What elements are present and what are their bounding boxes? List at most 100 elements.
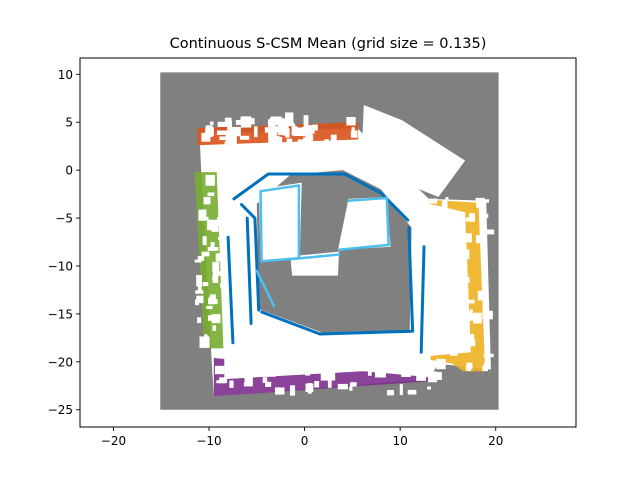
free-cell-patch bbox=[469, 309, 473, 317]
free-cell-patch bbox=[266, 367, 276, 376]
free-cell-patch bbox=[221, 230, 231, 240]
inner-room-1 bbox=[258, 182, 302, 262]
free-cell-patch bbox=[421, 361, 426, 368]
y-tick-label: −15 bbox=[48, 307, 73, 321]
free-cell-patch bbox=[438, 226, 447, 235]
free-cell-patch bbox=[466, 362, 472, 371]
free-cell-patch bbox=[445, 197, 449, 201]
inner-room-2 bbox=[338, 197, 391, 250]
free-cell-patch bbox=[268, 125, 276, 137]
free-cell-patch bbox=[196, 295, 204, 304]
free-cell-patch bbox=[374, 350, 378, 361]
free-cell-patch bbox=[445, 345, 450, 351]
free-cell-patch bbox=[232, 126, 241, 137]
inner-light-wall-3 bbox=[289, 253, 341, 261]
free-cell-patch bbox=[227, 120, 232, 131]
free-cell-patch bbox=[407, 389, 417, 395]
free-cell-patch bbox=[224, 141, 229, 145]
free-cell-patch bbox=[202, 281, 209, 287]
x-tick-label: −20 bbox=[101, 434, 126, 448]
free-cell-patch bbox=[312, 124, 318, 131]
inner-wall-1 bbox=[232, 172, 410, 222]
free-cell-patch bbox=[297, 139, 305, 144]
free-cell-patch bbox=[367, 366, 372, 376]
free-cell-patch bbox=[225, 132, 237, 145]
free-cell-patch bbox=[220, 243, 224, 249]
free-cell-patch bbox=[212, 271, 219, 284]
y-tick-label: −5 bbox=[55, 212, 73, 226]
free-cell-patch bbox=[327, 377, 332, 388]
free-cell-patch bbox=[206, 305, 213, 310]
free-cell-patch bbox=[255, 348, 260, 360]
free-cell-patch bbox=[210, 294, 216, 300]
free-cell-patch bbox=[240, 117, 244, 124]
y-tick-label: −10 bbox=[48, 259, 73, 273]
free-cell-patch bbox=[218, 236, 226, 241]
free-cell-patch bbox=[286, 138, 293, 145]
free-cell-patch bbox=[201, 251, 210, 257]
free-cell-patch bbox=[434, 330, 445, 335]
free-cell-patch bbox=[346, 117, 356, 126]
free-cell-patch bbox=[401, 370, 411, 377]
free-cell-patch bbox=[205, 125, 213, 137]
free-cell-patch bbox=[197, 317, 202, 324]
inner-wall-6 bbox=[419, 245, 426, 354]
free-cell-patch bbox=[451, 212, 461, 222]
free-cell-patch bbox=[202, 236, 207, 246]
x-tick-label: 0 bbox=[301, 434, 309, 448]
free-cell-patch bbox=[229, 130, 236, 134]
free-space-north-room bbox=[361, 105, 466, 197]
free-cell-patch bbox=[434, 290, 445, 294]
plot-area bbox=[160, 72, 499, 410]
free-cell-patch bbox=[207, 315, 215, 321]
free-cell-patch bbox=[395, 365, 399, 374]
free-cell-patch bbox=[382, 364, 392, 369]
free-cell-patch bbox=[217, 271, 222, 276]
free-cell-patch bbox=[441, 202, 448, 210]
free-cell-patch bbox=[262, 377, 268, 383]
free-cell-patch bbox=[453, 247, 463, 252]
free-cell-patch bbox=[361, 351, 367, 361]
free-cell-patch bbox=[374, 367, 387, 378]
free-cell-patch bbox=[350, 130, 358, 138]
free-cell-patch bbox=[195, 290, 204, 294]
axis-ticks: −20 −10 0 10 20 10 5 0 −5 −10 −15 −20 −25 bbox=[48, 68, 504, 448]
free-cell-patch bbox=[465, 217, 471, 222]
free-cell-patch bbox=[442, 284, 447, 289]
free-cell-patch bbox=[201, 132, 211, 142]
free-cell-patch bbox=[464, 338, 476, 347]
free-cell-patch bbox=[320, 369, 328, 381]
y-tick-label: −20 bbox=[48, 355, 73, 369]
free-cell-patch bbox=[349, 386, 353, 391]
free-cell-patch bbox=[448, 256, 452, 264]
free-cell-patch bbox=[477, 290, 484, 301]
free-cell-patch bbox=[283, 121, 294, 127]
free-cell-patch bbox=[291, 123, 296, 136]
free-cell-patch bbox=[314, 357, 323, 361]
free-cell-patch bbox=[305, 371, 311, 376]
free-cell-patch bbox=[240, 116, 252, 128]
free-cell-patch bbox=[244, 375, 253, 385]
free-cell-patch bbox=[455, 291, 462, 296]
free-cell-patch bbox=[239, 135, 250, 140]
free-cell-patch bbox=[387, 389, 394, 396]
free-cell-patch bbox=[268, 135, 280, 144]
free-cell-patch bbox=[219, 205, 227, 216]
free-cell-patch bbox=[246, 118, 255, 125]
free-cell-patch bbox=[216, 130, 229, 135]
free-cell-patch bbox=[264, 373, 276, 377]
free-cell-patch bbox=[273, 355, 280, 360]
y-tick-label: −25 bbox=[48, 403, 73, 417]
free-cell-patch bbox=[197, 284, 202, 291]
free-cell-patch bbox=[290, 357, 300, 363]
free-cell-patch bbox=[318, 366, 326, 372]
free-cell-patch bbox=[447, 349, 457, 354]
free-cell-patch bbox=[302, 126, 312, 137]
free-cell-patch bbox=[435, 307, 443, 319]
free-cell-patch bbox=[460, 311, 471, 321]
free-cell-patch bbox=[337, 383, 348, 390]
free-cell-patch bbox=[307, 356, 313, 362]
free-cell-patch bbox=[350, 382, 357, 387]
free-cell-patch bbox=[294, 127, 304, 136]
